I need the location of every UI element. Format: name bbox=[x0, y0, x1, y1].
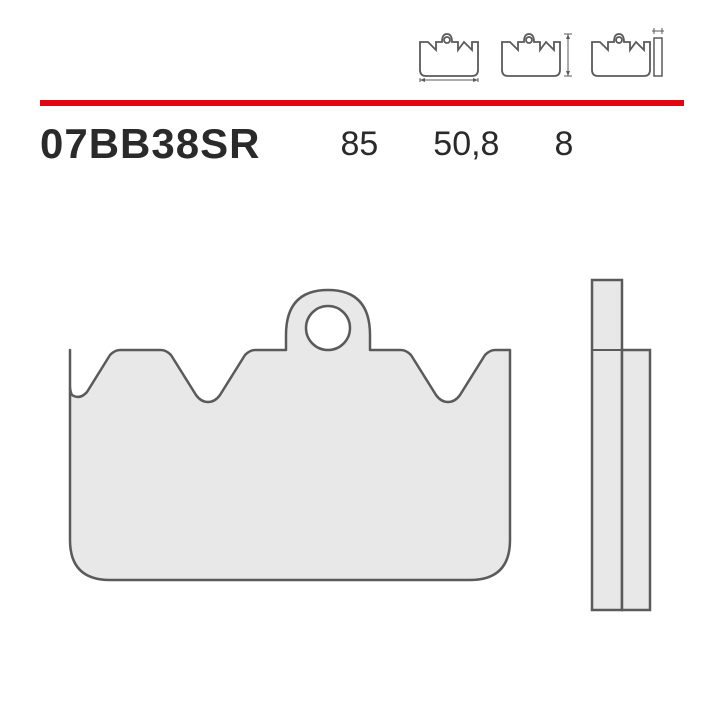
dim-thickness: 8 bbox=[554, 125, 573, 164]
separator-line bbox=[40, 100, 684, 106]
height-icon bbox=[496, 20, 574, 82]
dim-width: 85 bbox=[340, 125, 378, 164]
dimensions-row: 85 50,8 8 bbox=[340, 125, 573, 164]
width-icon bbox=[414, 20, 484, 82]
spec-row: 07BB38SR 85 50,8 8 bbox=[40, 120, 684, 168]
main-diagram bbox=[40, 220, 684, 660]
part-number: 07BB38SR bbox=[40, 120, 260, 168]
dim-height: 50,8 bbox=[433, 125, 499, 164]
thickness-icon bbox=[586, 20, 664, 82]
dimension-icons bbox=[414, 20, 664, 82]
brake-pad-side-view bbox=[592, 280, 650, 610]
brake-pad-front-view bbox=[70, 290, 510, 580]
